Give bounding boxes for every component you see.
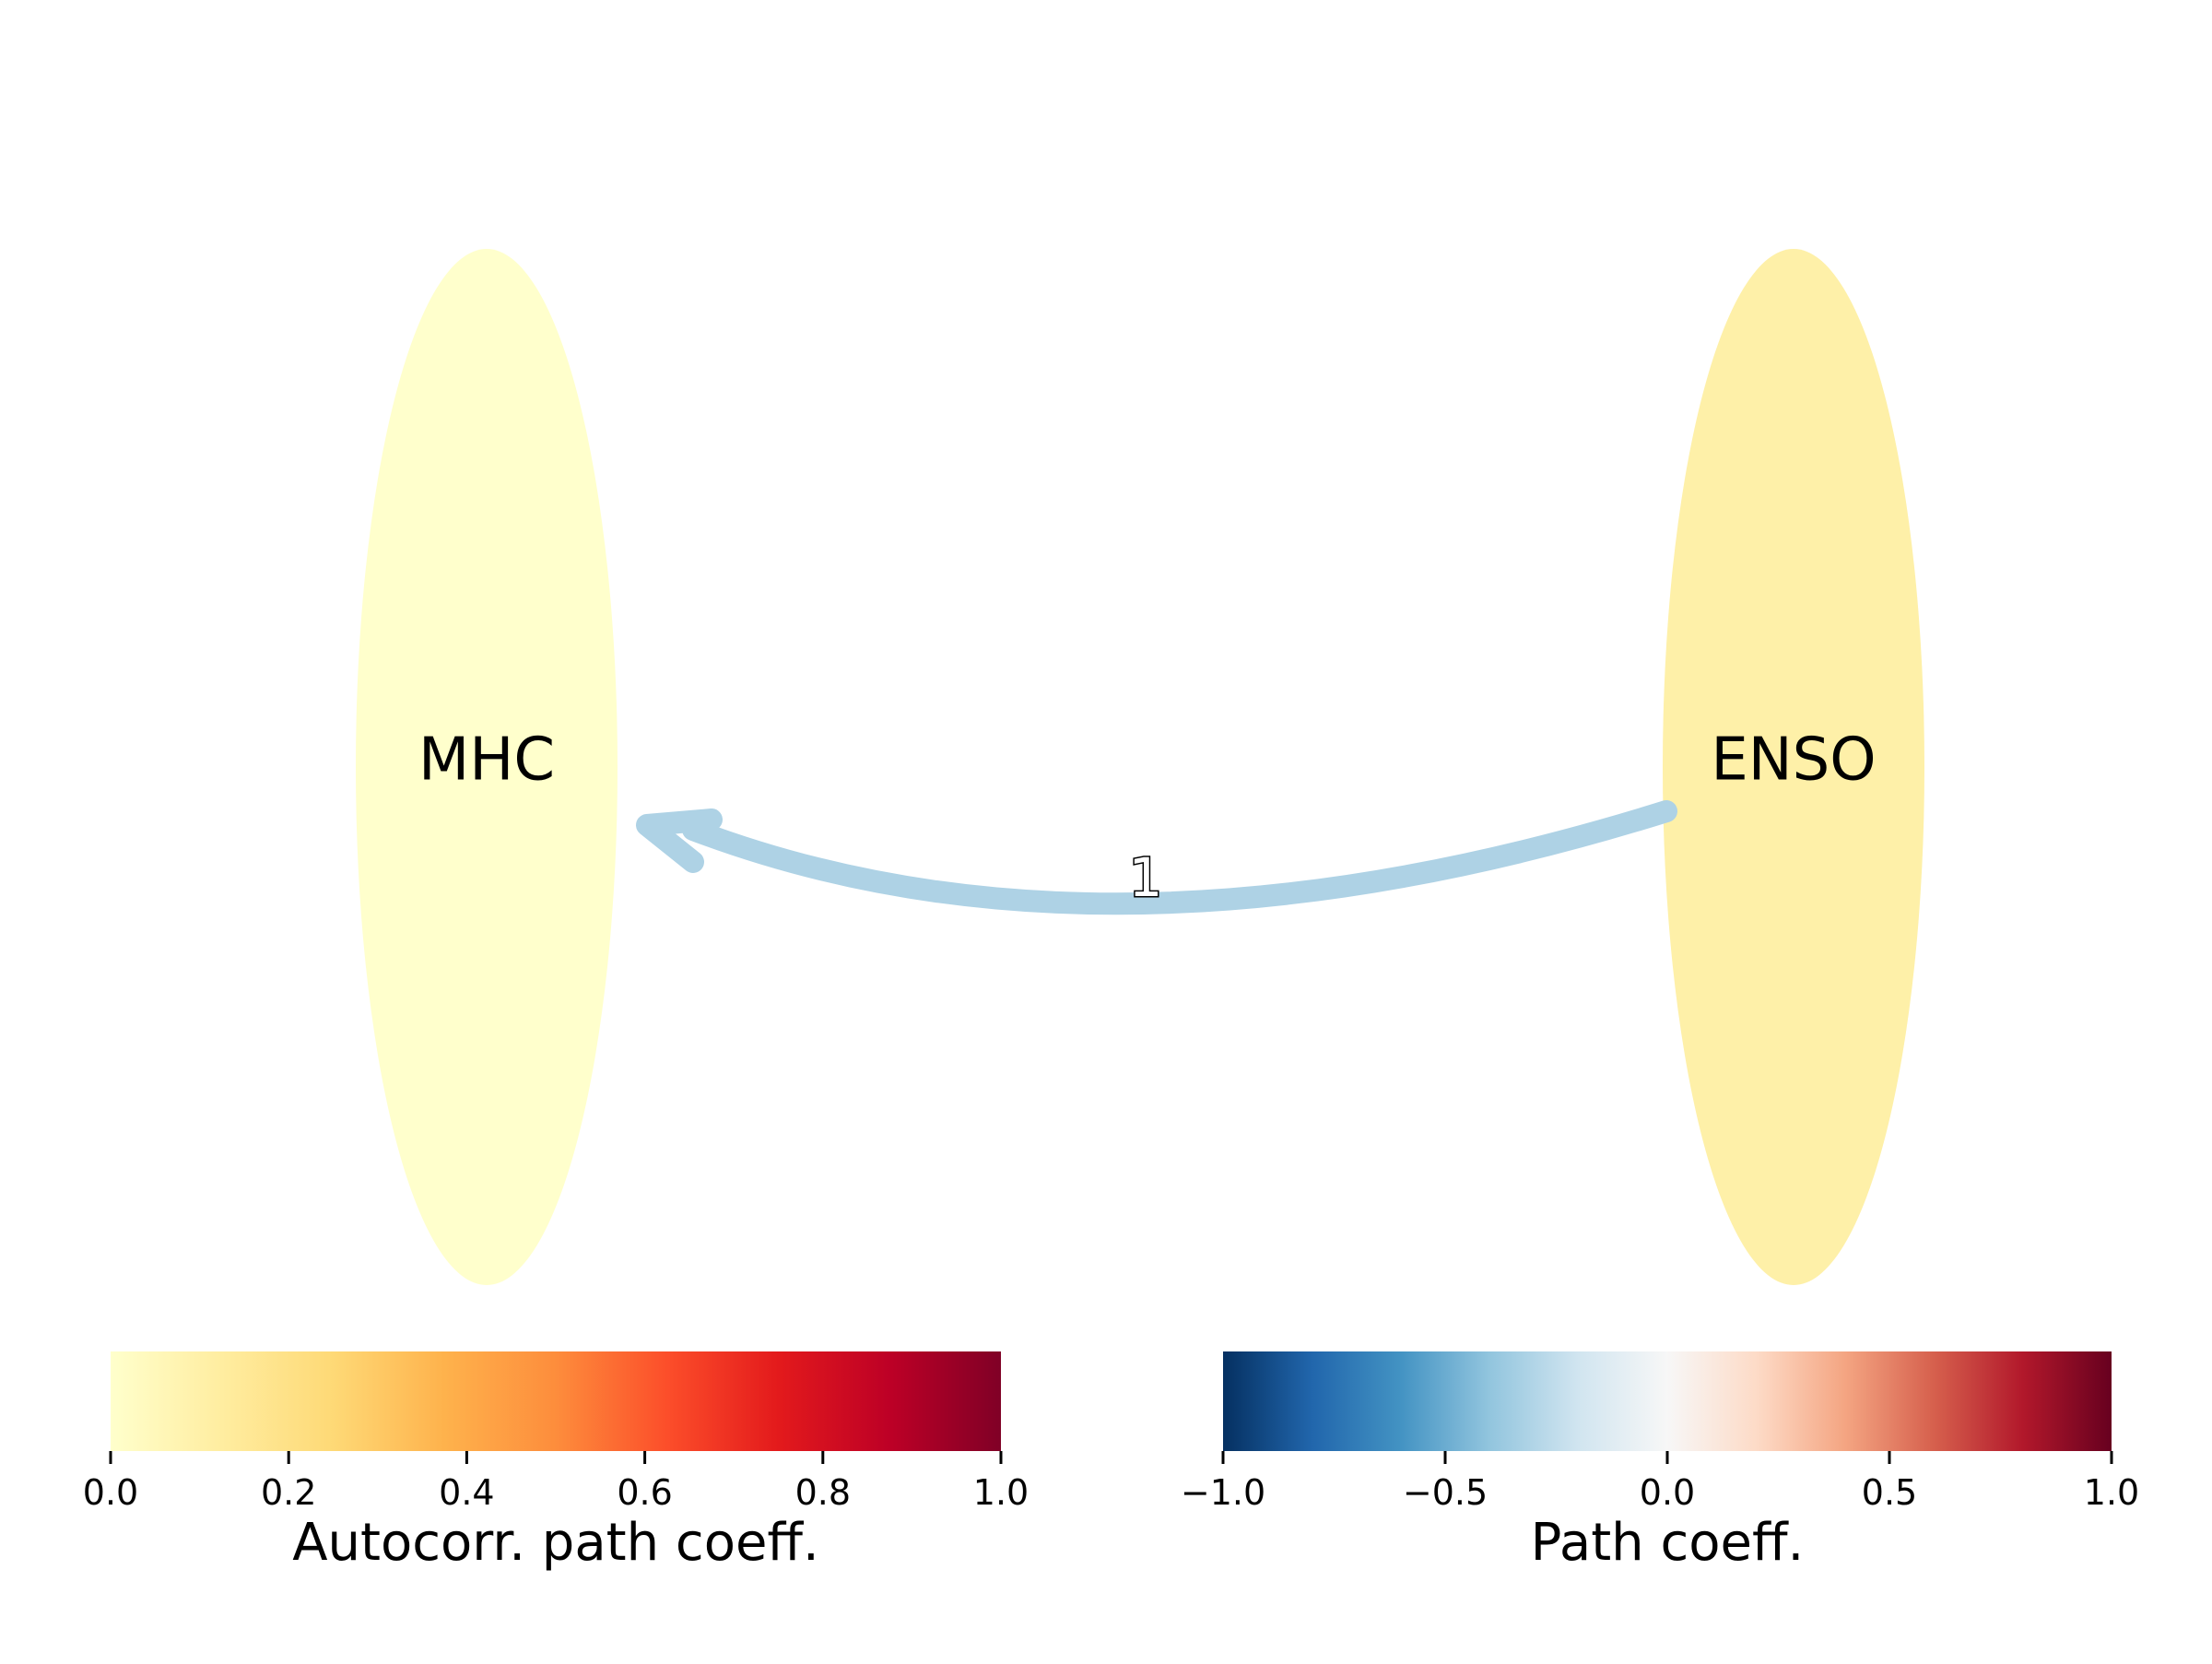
autocorr-colorbar [111,1351,1001,1451]
path-tick-label: −0.5 [1403,1472,1488,1513]
path-tick-label: −1.0 [1181,1472,1265,1513]
autocorr-colorbar-label: Autocorr. path coeff. [292,1513,819,1573]
autocorr-tick-label: 0.4 [439,1472,494,1513]
autocorr-tick-label: 0.8 [795,1472,851,1513]
autocorr-tick-label: 0.2 [261,1472,316,1513]
path-colorbar-label: Path coeff. [1531,1513,1805,1573]
path-colorbar-ticks: −1.0 −0.5 0.0 0.5 1.0 [1181,1451,2139,1513]
edge-arrowhead [636,808,723,873]
node-label-enso: ENSO [1711,726,1876,795]
path-tick-label: 0.5 [1862,1472,1917,1513]
autocorr-tick-label: 0.6 [617,1472,672,1513]
autocorr-tick-label: 0.0 [83,1472,138,1513]
edge-lag-label: 1 [1129,846,1163,909]
node-label-mhc: MHC [418,726,555,795]
node-enso[interactable] [1663,249,1924,1285]
path-tick-label: 1.0 [2084,1472,2139,1513]
node-mhc[interactable] [356,249,618,1285]
autocorr-colorbar-ticks: 0.0 0.2 0.4 0.6 0.8 1.0 [83,1451,1029,1513]
autocorr-tick-label: 1.0 [973,1472,1029,1513]
edge-enso-to-mhc[interactable] [682,800,1677,915]
path-tick-label: 0.0 [1640,1472,1695,1513]
path-colorbar [1223,1351,2112,1451]
